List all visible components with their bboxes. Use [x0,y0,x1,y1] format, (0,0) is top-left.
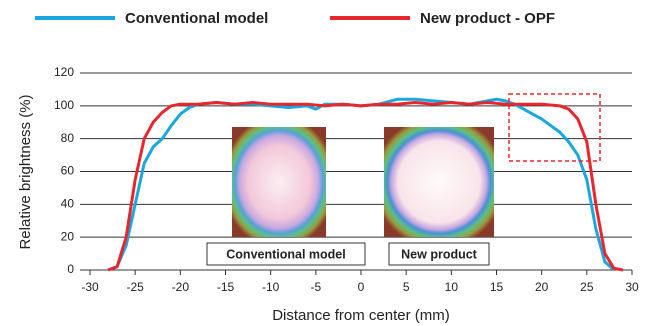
x-tick-label: -15 [217,280,235,294]
x-tick-label: 20 [535,280,549,294]
y-tick-label: 60 [61,164,75,178]
x-tick-label: 0 [358,280,365,294]
y-tick-label: 20 [61,229,75,243]
legend-label: Conventional model [125,10,268,27]
series-line [108,103,623,270]
lines [108,99,623,270]
chart: 0 20 40 60 80 100 120 -30 -25 -20 -15 -10 -5 0 5 10 15 20… [0,0,653,326]
x-tick-label: 30 [625,280,639,294]
x-tick-label: -10 [262,280,280,294]
x-tick-label: 10 [445,280,459,294]
legend: Conventional model New product - OPF [35,10,555,27]
caption: New product [401,247,478,261]
x-axis-title: Distance from center (mm) [272,307,450,324]
x-tick-label: 15 [490,280,504,294]
heatmap-image [232,127,326,237]
x-tick-label: 25 [580,280,594,294]
y-tick-label: 100 [54,98,74,112]
heatmap-image [384,127,494,237]
x-tick-label: -30 [81,280,99,294]
x-tick-label: -25 [126,280,144,294]
y-axis-title: Relative brightness (%) [17,94,34,249]
legend-label: New product - OPF [420,10,555,27]
x-tick-label: -20 [172,280,190,294]
x-tick-label: 5 [403,280,410,294]
y-tick-label: 40 [61,197,75,211]
y-tick-label: 0 [67,262,74,276]
x-tick-label: -5 [310,280,321,294]
caption: Conventional model [226,247,345,261]
y-tick-label: 120 [54,65,74,79]
y-tick-label: 80 [61,131,75,145]
